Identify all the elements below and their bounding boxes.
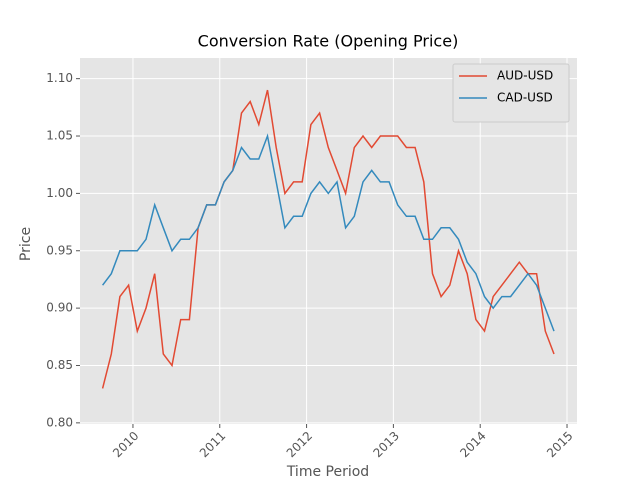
- x-tick-label: 2012: [284, 429, 315, 460]
- x-axis-label: Time Period: [286, 464, 369, 480]
- y-tick-label: 0.85: [46, 358, 73, 372]
- y-tick-label: 1.10: [46, 71, 73, 85]
- legend-label: AUD-USD: [497, 69, 553, 83]
- x-tick-label: 2013: [370, 429, 401, 460]
- x-tick-label: 2015: [544, 429, 575, 460]
- legend-box: [452, 63, 570, 123]
- y-tick-label: 0.80: [46, 415, 73, 429]
- series-line: [102, 133, 555, 332]
- legend-label: CAD-USD: [497, 91, 553, 105]
- x-tick-label: 2010: [110, 429, 141, 460]
- x-tick-label: 2014: [457, 429, 488, 460]
- y-tick-label: 0.95: [46, 243, 73, 257]
- chart-title: Conversion Rate (Opening Price): [198, 32, 459, 51]
- y-tick-label: 0.90: [46, 301, 73, 315]
- y-axis-label: Price: [18, 227, 34, 261]
- x-tick-label: 2011: [197, 429, 228, 460]
- y-tick-label: 1.05: [46, 129, 73, 143]
- y-tick-label: 1.00: [46, 186, 73, 200]
- series-line: [101, 89, 555, 389]
